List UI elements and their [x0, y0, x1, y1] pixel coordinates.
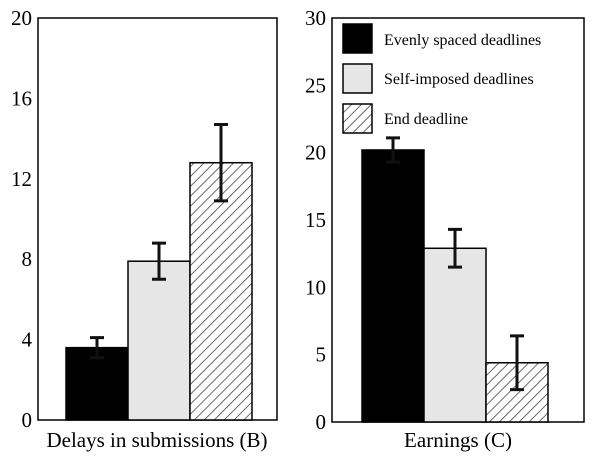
y-tick-label: 16 [11, 86, 32, 110]
error-bar-self-imposed [448, 227, 462, 269]
legend-label: Self-imposed deadlines [384, 71, 534, 88]
bars [361, 149, 549, 423]
y-tick-label: 8 [22, 247, 33, 271]
error-bar-end-deadline [510, 334, 524, 392]
y-tick-label: 20 [305, 141, 326, 165]
y-tick-label: 12 [11, 167, 32, 191]
x-axis-title: Earnings (C) [404, 428, 512, 452]
legend-swatch-end-deadline [342, 103, 373, 134]
y-axis-ticks: 0 4 8 12 16 20 [11, 6, 33, 432]
bar-end-deadline [485, 361, 549, 423]
y-tick-label: 20 [11, 6, 32, 30]
legend: Evenly spaced deadlines Self-imposed dea… [342, 23, 541, 134]
y-tick-label: 25 [305, 73, 326, 97]
error-bar-evenly-spaced [386, 136, 400, 164]
bar-self-imposed [127, 260, 191, 421]
y-tick-label: 5 [316, 343, 327, 367]
bar-evenly-spaced [361, 149, 425, 423]
y-tick-label: 10 [305, 275, 326, 299]
y-tick-label: 30 [305, 6, 326, 30]
error-bars [90, 123, 228, 360]
chart-panel-delays: 0 4 8 12 16 20 Delays in submissions (B) [11, 6, 278, 452]
y-tick-label: 15 [305, 208, 326, 232]
error-bar-end-deadline [214, 123, 228, 203]
legend-label: Evenly spaced deadlines [384, 32, 541, 49]
y-axis-ticks: 0 5 10 15 20 25 30 [305, 6, 326, 434]
y-tick-label: 0 [316, 410, 327, 434]
chart-panel-earnings: 0 5 10 15 20 25 30 Earnings (C) Evenly spaced … [305, 6, 585, 452]
legend-swatch-self-imposed [342, 63, 373, 94]
legend-swatch-evenly-spaced [342, 23, 373, 54]
y-tick-label: 4 [22, 328, 33, 352]
y-tick-label: 0 [22, 408, 33, 432]
bar-self-imposed [423, 247, 487, 423]
error-bar-self-imposed [152, 241, 166, 281]
x-axis-title: Delays in submissions (B) [46, 428, 267, 452]
error-bar-evenly-spaced [90, 336, 104, 360]
error-bars [386, 136, 524, 392]
legend-label: End deadline [384, 111, 468, 128]
